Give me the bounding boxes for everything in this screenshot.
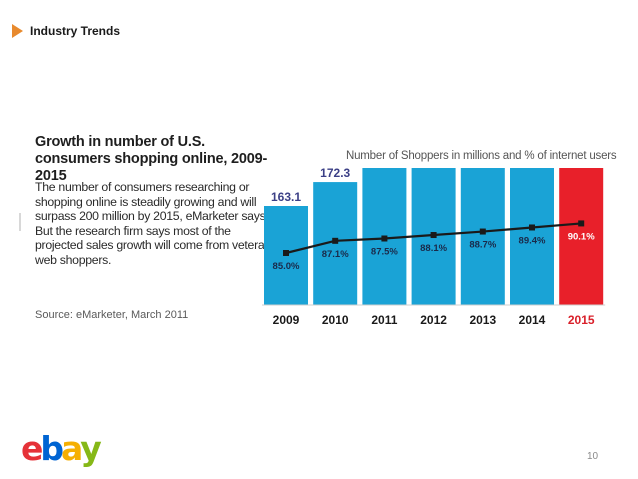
ebay-logo: e b a y — [21, 429, 102, 468]
line-value-label: 87.1% — [322, 249, 349, 260]
line-value-label: 88.1% — [420, 243, 447, 254]
line-value-label: 88.7% — [469, 240, 496, 251]
logo-letter: a — [61, 429, 83, 468]
x-tick-label: 2009 — [273, 313, 300, 327]
line-point — [529, 224, 535, 231]
bar — [460, 168, 505, 305]
bar-value-label: 163.1 — [271, 190, 301, 204]
x-tick-label: 2013 — [469, 313, 496, 327]
x-tick-label: 2012 — [420, 313, 447, 327]
bar — [510, 168, 554, 305]
chart-source: Source: eMarketer, March 2011 — [35, 309, 189, 321]
chart-description: The number of consumers researching or s… — [35, 180, 271, 267]
line-point — [578, 220, 585, 227]
bar-line-chart: 163.12009172.32010178.52011184.32012189.… — [262, 168, 606, 327]
line-value-label: 89.4% — [519, 235, 546, 246]
chart-title: Growth in number of U.S. consumers shopp… — [35, 134, 268, 184]
logo-letter: e — [21, 429, 43, 468]
line-value-label: 85.0% — [273, 261, 300, 272]
section-header: Industry Trends — [12, 22, 120, 40]
line-value-label: 90.1% — [568, 231, 595, 242]
logo-letter: b — [40, 429, 64, 468]
bar-value-label: 172.3 — [320, 168, 350, 180]
bar — [559, 168, 604, 305]
line-point — [332, 237, 339, 244]
logo-letter: y — [80, 429, 101, 468]
line-point — [430, 232, 437, 239]
x-tick-label: 2015 — [568, 313, 595, 327]
line-value-label: 87.5% — [371, 247, 398, 258]
divider — [19, 213, 21, 231]
x-tick-label: 2014 — [519, 313, 546, 327]
section-title: Industry Trends — [30, 24, 121, 38]
arrow-right-icon — [12, 24, 23, 38]
line-point — [381, 235, 388, 242]
line-point — [479, 228, 486, 235]
x-tick-label: 2011 — [371, 313, 397, 327]
chart-subtitle: Number of Shoppers in millions and % of … — [346, 150, 617, 162]
page-number: 10 — [587, 451, 599, 462]
x-tick-label: 2010 — [322, 313, 349, 327]
line-point — [283, 250, 289, 256]
